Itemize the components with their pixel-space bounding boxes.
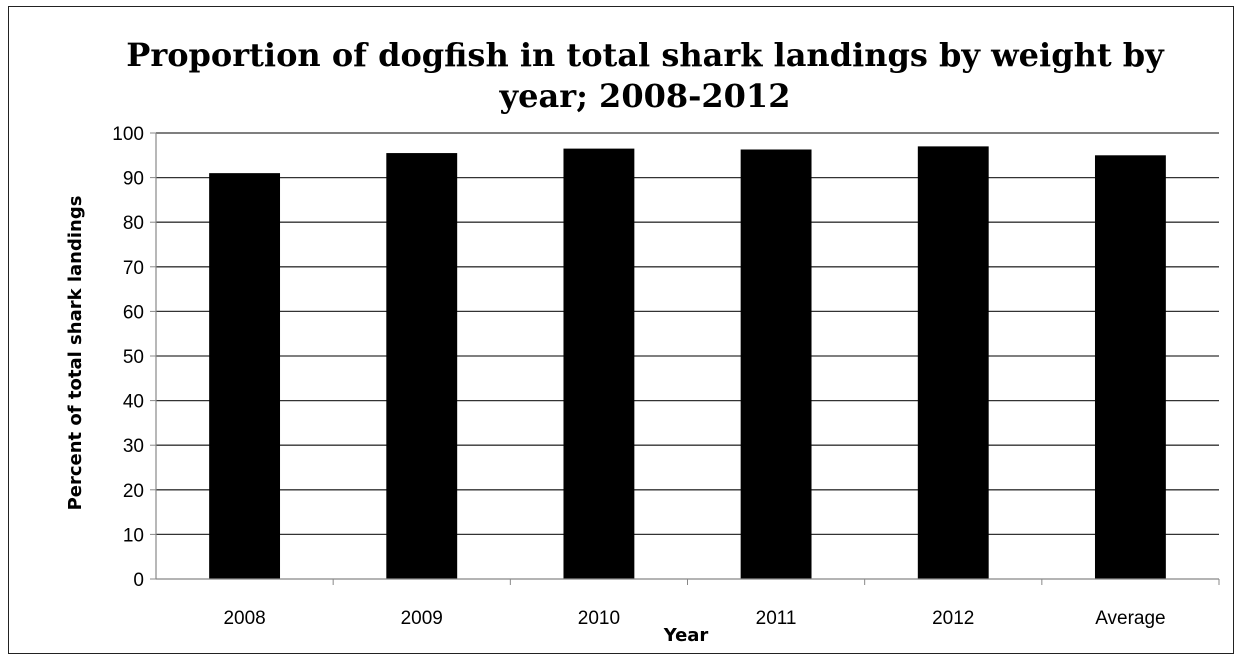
chart-title-line-1: Proportion of dogfish in total shark lan… [126,36,1165,74]
bar-2012 [917,146,989,579]
bar-2008 [209,173,281,579]
x-tick-labels: 2008 2009 2010 2011 2012 Average [223,608,1165,629]
y-tick-labels: 0 10 20 30 40 50 60 70 80 90 100 [112,124,144,591]
y-tick-label-10: 10 [123,525,144,546]
y-tick-label-70: 70 [123,258,144,279]
x-tick-label-2010: 2010 [578,608,620,629]
x-axis-title: Year [663,625,709,646]
y-tick-label-100: 100 [112,124,144,145]
y-tick-label-40: 40 [123,392,144,413]
x-tick-label-2012: 2012 [932,608,974,629]
bar-2009 [386,153,458,579]
y-tick-label-50: 50 [123,347,144,368]
bar-chart: Proportion of dogfish in total shark lan… [65,36,1220,646]
y-tick-label-90: 90 [123,169,144,190]
x-tick-label-2009: 2009 [401,608,443,629]
bar-average [1094,155,1166,580]
x-tick-label-2011: 2011 [756,608,797,629]
axes [150,132,1220,585]
gridlines [156,132,1219,536]
y-tick-label-30: 30 [123,436,144,457]
y-axis-title: Percent of total shark landings [65,196,86,511]
bar-2011 [740,149,812,579]
y-tick-label-80: 80 [123,213,144,234]
x-tick-label-average: Average [1095,608,1165,629]
chart-frame: Proportion of dogfish in total shark lan… [8,6,1234,654]
bar-2010 [563,148,635,580]
y-tick-label-0: 0 [133,570,144,591]
chart-title-line-2: year; 2008-2012 [499,77,791,115]
y-tick-label-20: 20 [123,481,144,502]
bars [209,146,1166,580]
y-tick-label-60: 60 [123,302,144,323]
x-tick-label-2008: 2008 [223,608,265,629]
